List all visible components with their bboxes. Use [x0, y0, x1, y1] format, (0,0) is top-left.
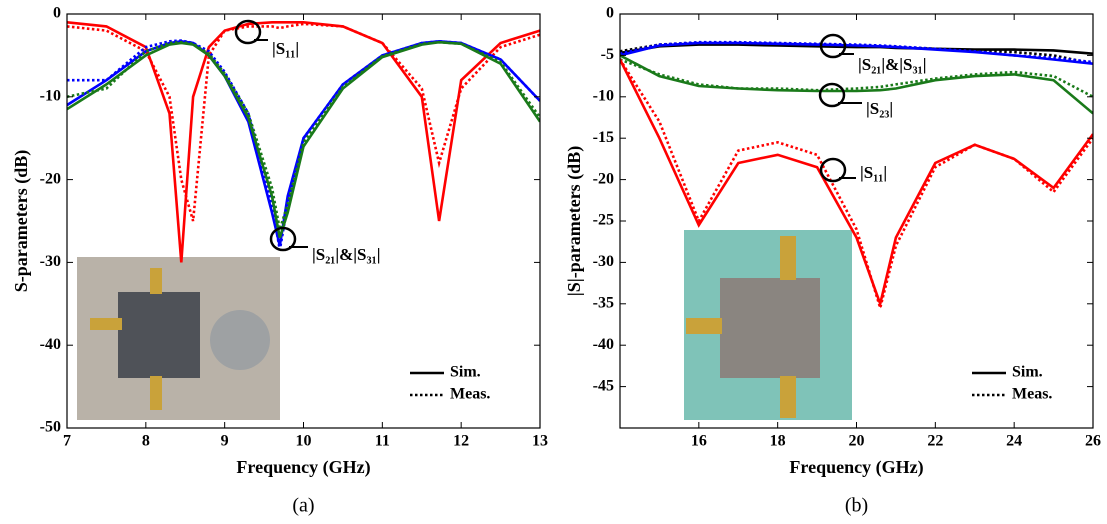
- y-tick-label: 0: [606, 5, 614, 22]
- y-tick-label: -20: [593, 170, 614, 187]
- y-tick-label: -50: [40, 419, 61, 436]
- x-tick-label: 26: [1085, 433, 1101, 450]
- x-tick-label: 18: [770, 433, 786, 450]
- plot-lines: [620, 40, 1093, 313]
- series-line: [620, 58, 1093, 313]
- x-axis-label: Frequency (GHz): [236, 457, 370, 478]
- legend-label: Sim.: [1012, 364, 1043, 381]
- x-tick-label: 7: [63, 433, 71, 450]
- x-tick-label: 16: [691, 433, 707, 450]
- plot-lines: [67, 21, 540, 263]
- x-tick-label: 22: [927, 433, 943, 450]
- y-tick-label: -45: [593, 377, 614, 394]
- y-tick-label: -15: [593, 129, 614, 146]
- annotation: |S₂₃|: [866, 99, 893, 118]
- caption: (a): [292, 495, 314, 517]
- caption: (b): [845, 495, 868, 517]
- y-tick-label: -25: [593, 212, 614, 229]
- y-tick-label: -5: [601, 46, 614, 63]
- x-tick-label: 20: [849, 433, 865, 450]
- series-line: [620, 54, 1093, 115]
- series-line: [67, 40, 540, 238]
- annotation: |S₂₁|&|S₃₁|: [312, 245, 380, 264]
- x-tick-label: 12: [453, 433, 469, 450]
- y-tick-label: -30: [593, 253, 614, 270]
- annotation-circle: [819, 157, 847, 183]
- annotation-circle: [818, 82, 846, 108]
- y-tick-label: -40: [593, 336, 614, 353]
- x-axis-label: Frequency (GHz): [789, 457, 923, 478]
- legend-label: Meas.: [450, 386, 490, 403]
- annotation: |S₁₁|: [272, 39, 299, 58]
- y-tick-label: -10: [40, 87, 61, 104]
- x-tick-label: 11: [375, 433, 390, 450]
- series-line: [67, 40, 540, 230]
- y-tick-label: -20: [40, 170, 61, 187]
- y-tick-label: -40: [40, 336, 61, 353]
- annotation-circle: [819, 33, 847, 59]
- annotation: |S₂₁|&|S₃₁|: [858, 55, 926, 74]
- y-axis-label: |S|-parameters (dB): [564, 146, 585, 296]
- photo-b: [684, 230, 852, 420]
- x-tick-label: 8: [142, 433, 150, 450]
- legend-label: Sim.: [450, 364, 481, 381]
- series-line: [67, 21, 540, 263]
- annotation: |S₁₁|: [860, 163, 887, 182]
- y-tick-label: -35: [593, 294, 614, 311]
- annotation-circle: [234, 19, 262, 45]
- y-axis-label: S-parameters (dB): [11, 150, 32, 292]
- y-tick-label: -10: [593, 87, 614, 104]
- y-tick-label: -30: [40, 253, 61, 270]
- x-tick-label: 9: [221, 433, 229, 450]
- annotation-circle: [269, 226, 297, 252]
- x-tick-label: 10: [296, 433, 312, 450]
- photo-a: [77, 257, 280, 420]
- series-line: [620, 40, 1093, 64]
- y-tick-label: 0: [53, 5, 61, 22]
- legend-label: Meas.: [1012, 386, 1052, 403]
- x-tick-label: 24: [1006, 433, 1022, 450]
- x-tick-label: 13: [532, 433, 548, 450]
